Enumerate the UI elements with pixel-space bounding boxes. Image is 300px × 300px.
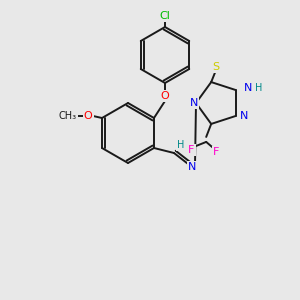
Text: F: F: [213, 147, 219, 157]
Text: CH₃: CH₃: [59, 111, 77, 121]
Text: N: N: [244, 83, 252, 93]
Text: H: H: [255, 83, 262, 93]
Text: S: S: [213, 62, 220, 72]
Text: N: N: [188, 162, 196, 172]
Text: H: H: [177, 140, 185, 150]
Text: N: N: [188, 162, 196, 172]
Text: N: N: [190, 98, 198, 108]
Text: O: O: [160, 91, 169, 101]
Text: N: N: [240, 111, 248, 121]
Text: Cl: Cl: [160, 11, 170, 21]
Text: F: F: [188, 145, 194, 155]
Text: O: O: [84, 111, 92, 121]
